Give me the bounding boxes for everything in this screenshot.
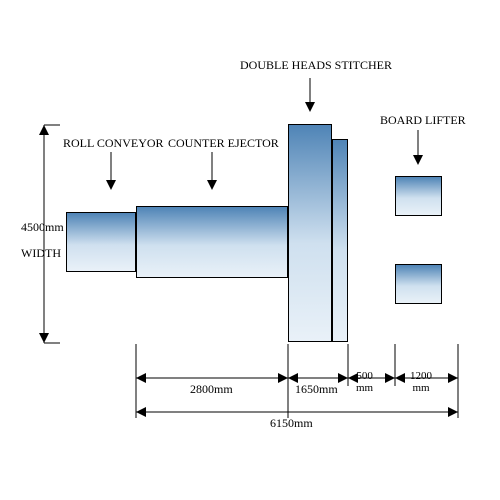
label-width-word: WIDTH [21,246,61,260]
block-counter-ejector [136,206,288,278]
block-lifter-bottom [395,264,442,304]
label-counter-ejector: COUNTER EJECTOR [168,136,279,150]
label-board-lifter: BOARD LIFTER [380,113,466,127]
label-width-value: 4500mm [21,220,64,234]
label-d-500: 500mm [356,370,373,394]
label-d-1200-value: 1200 [410,370,432,382]
block-lifter-top [395,176,442,216]
label-d-1650: 1650mm [295,382,338,396]
label-d-500-value: 500 [356,370,373,382]
label-d-500-unit: mm [356,382,373,394]
block-roll-conveyor [66,212,136,272]
label-d-1200: 1200mm [410,370,432,394]
block-stitcher-back [332,139,348,342]
label-d-6150: 6150mm [270,416,313,430]
block-stitcher-main [288,124,332,342]
label-d-2800: 2800mm [190,382,233,396]
label-stitcher: DOUBLE HEADS STITCHER [240,58,392,72]
label-roll-conveyor: ROLL CONVEYOR [63,136,164,150]
diagram-stage: ROLL CONVEYOR COUNTER EJECTOR DOUBLE HEADS… [0,0,500,500]
label-d-1200-unit: mm [410,382,432,394]
